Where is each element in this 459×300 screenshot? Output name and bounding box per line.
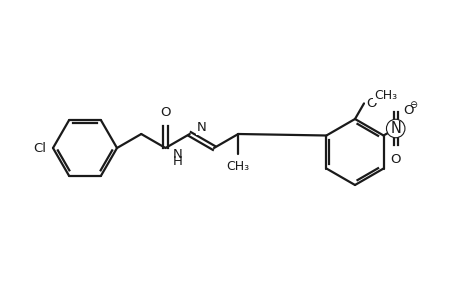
Text: O: O bbox=[160, 106, 170, 119]
Text: Cl: Cl bbox=[33, 142, 46, 154]
Text: CH₃: CH₃ bbox=[373, 89, 396, 102]
Text: ⊖: ⊖ bbox=[408, 100, 416, 110]
Text: CH₃: CH₃ bbox=[226, 160, 249, 173]
Text: O: O bbox=[365, 97, 375, 110]
Text: N: N bbox=[173, 148, 182, 161]
Text: N: N bbox=[389, 121, 400, 136]
Text: N: N bbox=[196, 121, 206, 134]
Text: O: O bbox=[390, 152, 400, 166]
Text: O: O bbox=[403, 104, 413, 117]
Text: H: H bbox=[172, 155, 182, 168]
